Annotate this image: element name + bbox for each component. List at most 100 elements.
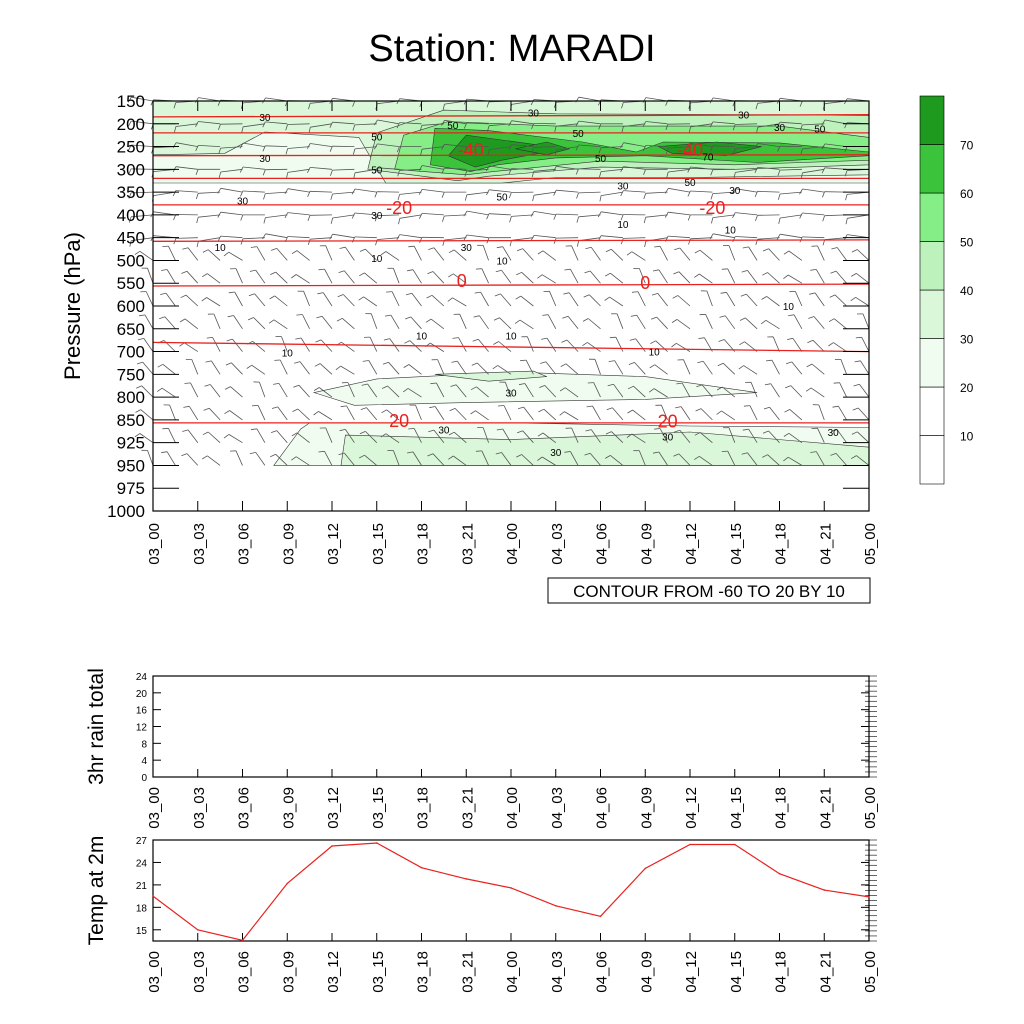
wind-barb-flag: [268, 319, 275, 324]
wind-barb: [802, 146, 825, 150]
wind-barb: [724, 315, 736, 330]
wind-barb: [701, 384, 713, 398]
wind-barb: [547, 314, 557, 329]
wind-barb: [631, 433, 646, 444]
wind-barb: [811, 363, 825, 375]
wind-barb: [549, 291, 557, 307]
wind-barb-flag: [352, 148, 356, 155]
wind-barb-flag: [181, 270, 188, 274]
wind-barb-flag: [508, 192, 512, 199]
wind-barb-flag: [162, 245, 169, 247]
wind-barb-flag: [563, 292, 570, 295]
wind-barb: [276, 248, 288, 261]
wind-barb-flag: [604, 296, 610, 301]
speed-contour-label: 30: [259, 113, 271, 124]
wind-barb-flag: [643, 193, 647, 200]
wind-barb: [332, 233, 355, 239]
wind-barb: [458, 337, 467, 352]
y-tick-label: 700: [117, 343, 145, 362]
wind-barb: [568, 292, 579, 307]
wind-barb-flag: [180, 294, 187, 299]
wind-barb: [482, 427, 489, 443]
wind-barb-flag: [799, 212, 803, 219]
wind-barb: [422, 165, 444, 170]
wind-barb: [198, 191, 221, 194]
wind-barb-flag: [487, 149, 490, 156]
x-tick-label: 03_21: [459, 951, 476, 993]
speed-contour-label: 50: [371, 165, 383, 176]
wind-barb-flag: [295, 337, 302, 340]
wind-barb: [228, 434, 243, 444]
wind-barb: [839, 382, 847, 398]
wind-barb: [679, 247, 691, 261]
wind-barb-flag: [674, 247, 681, 251]
wind-barb: [683, 359, 691, 375]
wind-barb-flag: [292, 408, 299, 412]
speed-contour-label: 30: [662, 433, 674, 444]
speed-contour-label: 30: [505, 389, 517, 400]
wind-barb: [578, 191, 601, 194]
wind-barb: [541, 456, 557, 466]
wind-barb-flag: [777, 169, 781, 176]
wind-barb-flag: [308, 103, 311, 110]
wind-barb: [861, 337, 870, 352]
wind-barb-flag: [374, 215, 378, 222]
wind-barb: [233, 315, 243, 330]
wind-barb-flag: [248, 293, 255, 297]
wind-barb: [243, 123, 265, 128]
wind-barb: [661, 405, 668, 421]
wind-barb-flag: [362, 360, 369, 362]
wind-barb-flag: [605, 431, 612, 435]
wind-barb: [721, 410, 736, 421]
wind-barb: [318, 387, 333, 398]
rain-panel: 0 4 8 12 16 20 24 03_00 03_03 03_06 03_09 03_12 03_1…: [85, 668, 879, 829]
wind-barb-flag: [291, 456, 297, 461]
wind-barb-flag: [673, 271, 680, 275]
wind-barb-flag: [241, 126, 244, 133]
wind-barb: [431, 295, 445, 307]
wind-barb-flag: [195, 145, 199, 152]
wind-barb-flag: [493, 341, 499, 345]
x-tick-label: 04_21: [817, 523, 834, 565]
wind-barb-flag: [621, 126, 624, 133]
wind-barb-flag: [560, 363, 567, 367]
wind-barb-flag: [695, 408, 702, 412]
wind-barb-flag: [694, 432, 701, 436]
wind-barb-flag: [648, 388, 655, 393]
wind-barb: [668, 235, 691, 239]
wind-barb: [176, 142, 198, 147]
wind-barb-flag: [201, 273, 208, 278]
x-tick-label: 04_00: [504, 523, 521, 565]
wind-barb-flag: [470, 410, 476, 415]
wind-barb-flag: [517, 406, 524, 410]
wind-barb: [860, 360, 870, 375]
wind-barb-flag: [247, 317, 254, 321]
wind-barb-flag: [777, 193, 781, 200]
wind-barb: [377, 143, 400, 147]
wind-barb-flag: [262, 145, 266, 152]
wind-barb-flag: [763, 406, 770, 410]
wind-barb: [209, 384, 221, 398]
wind-barb-flag: [448, 249, 455, 254]
wind-barb-flag: [427, 271, 434, 275]
wind-barb-flag: [675, 406, 682, 409]
wind-barb-flag: [156, 387, 163, 392]
wind-barb: [325, 427, 333, 443]
y-tick-label: 950: [117, 456, 145, 475]
wind-barb-flag: [441, 144, 445, 150]
wind-barb-flag: [318, 450, 325, 453]
wind-barb: [645, 191, 668, 194]
wind-barb: [432, 271, 445, 284]
wind-barb: [391, 291, 400, 307]
wind-barb: [265, 191, 288, 194]
wind-barb: [421, 213, 444, 216]
wind-barb-flag: [783, 274, 789, 280]
wind-barb-flag: [386, 291, 393, 293]
wind-barb: [678, 271, 691, 284]
wind-barb: [824, 119, 847, 125]
wind-barb-flag: [716, 410, 722, 415]
wind-barb-flag: [218, 171, 222, 178]
wind-barb: [613, 383, 624, 398]
wind-barb: [787, 456, 803, 466]
wind-barb-flag: [651, 293, 658, 296]
